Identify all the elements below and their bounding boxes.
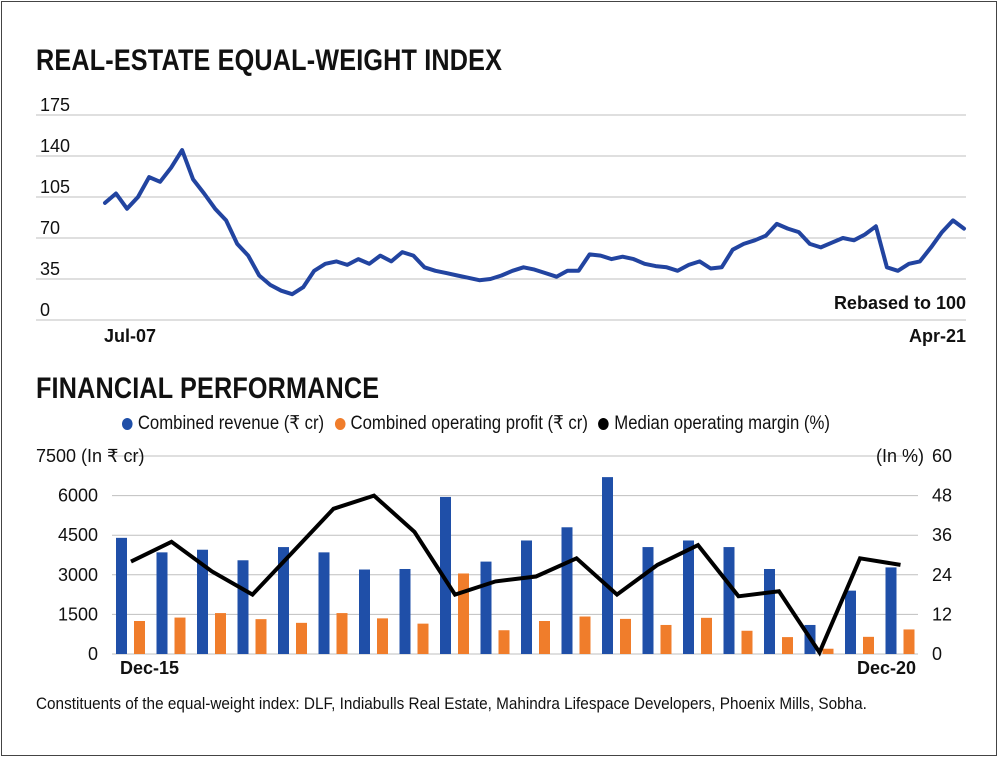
index-y-tick-label: 70 (40, 218, 60, 238)
profit-bar (417, 623, 429, 654)
index-x-end-label: Apr-21 (909, 326, 966, 346)
left-y-tick-label: 4500 (58, 525, 98, 545)
profit-bar (377, 618, 388, 654)
profit-bar (134, 621, 145, 654)
revenue-bar (197, 549, 208, 654)
index-y-tick-label: 175 (40, 95, 70, 115)
profit-bar (903, 629, 915, 654)
performance-chart-title: FINANCIAL PERFORMANCE (36, 372, 380, 405)
left-y-tick-label: 0 (88, 644, 98, 664)
revenue-bar (156, 552, 168, 654)
legend-item-revenue: Combined revenue (₹ cr) (122, 412, 324, 435)
profit-bar (620, 618, 631, 654)
legend-label-profit: Combined operating profit (₹ cr) (350, 413, 588, 434)
revenue-bar (278, 547, 289, 654)
revenue-bar (845, 590, 856, 654)
profit-bar (215, 613, 226, 654)
legend-item-margin: Median operating margin (%) (598, 412, 830, 435)
right-y-tick-label: 0 (932, 644, 942, 664)
profit-bar (863, 636, 874, 654)
profit-bar (296, 622, 307, 654)
revenue-swatch-icon (122, 417, 133, 430)
margin-series-line (130, 493, 901, 657)
profit-bar (782, 637, 793, 654)
index-chart-title: REAL-ESTATE EQUAL-WEIGHT INDEX (36, 44, 503, 77)
index-y-tick-label: 35 (40, 259, 60, 279)
profit-bar (458, 573, 469, 654)
revenue-bar (237, 560, 249, 654)
index-y-tick-label: 140 (40, 136, 70, 156)
revenue-bar (602, 477, 613, 654)
profit-bar (498, 630, 510, 654)
revenue-bar (480, 561, 492, 654)
revenue-bar (359, 569, 370, 654)
profit-bar (822, 648, 834, 654)
index-series-line (103, 148, 966, 297)
right-axis-title: (In %) (876, 446, 924, 466)
revenue-bar (723, 547, 735, 654)
right-y-tick-label: 48 (932, 486, 952, 506)
revenue-bar (399, 568, 411, 654)
right-y-tick-label: 60 (932, 446, 952, 466)
revenue-bar (116, 537, 127, 654)
right-y-tick-label: 36 (932, 525, 952, 545)
legend-label-margin: Median operating margin (%) (614, 412, 830, 434)
left-y-tick-label: 1500 (58, 604, 98, 624)
profit-bar (336, 613, 348, 654)
profit-bar (255, 619, 267, 654)
revenue-bar (521, 540, 532, 654)
revenue-bar (440, 496, 451, 654)
revenue-bar (642, 547, 654, 654)
profit-bar (174, 617, 186, 654)
legend-item-profit: Combined operating profit (₹ cr) (334, 412, 588, 435)
profit-bar (701, 617, 712, 654)
revenue-bar (764, 568, 775, 654)
performance-x-start-label: Dec-15 (120, 658, 179, 678)
right-y-tick-label: 12 (932, 604, 952, 624)
right-y-tick-label: 24 (932, 565, 952, 585)
index-x-start-label: Jul-07 (104, 326, 156, 346)
profit-bar (660, 624, 672, 654)
margin-swatch-icon (598, 417, 610, 430)
index-y-tick-label: 105 (40, 177, 70, 197)
profit-bar (741, 630, 753, 654)
revenue-bar (683, 540, 694, 654)
revenue-bar (561, 527, 573, 654)
revenue-bar (885, 567, 897, 654)
left-axis-title: 7500 (In ₹ cr) (36, 446, 145, 466)
index-y-tick-label: 0 (40, 300, 50, 320)
revenue-bar (318, 552, 330, 654)
performance-x-end-label: Dec-20 (857, 658, 916, 678)
left-y-tick-label: 3000 (58, 565, 98, 585)
profit-swatch-icon (334, 417, 346, 430)
profit-bar (539, 621, 550, 654)
footnote: Constituents of the equal-weight index: … (36, 694, 867, 713)
left-y-tick-label: 6000 (58, 486, 98, 506)
profit-bar (579, 616, 591, 654)
index-rebase-note: Rebased to 100 (834, 293, 966, 313)
legend-label-revenue: Combined revenue (₹ cr) (137, 413, 325, 434)
performance-legend: Combined revenue (₹ cr) Combined operati… (122, 412, 840, 435)
